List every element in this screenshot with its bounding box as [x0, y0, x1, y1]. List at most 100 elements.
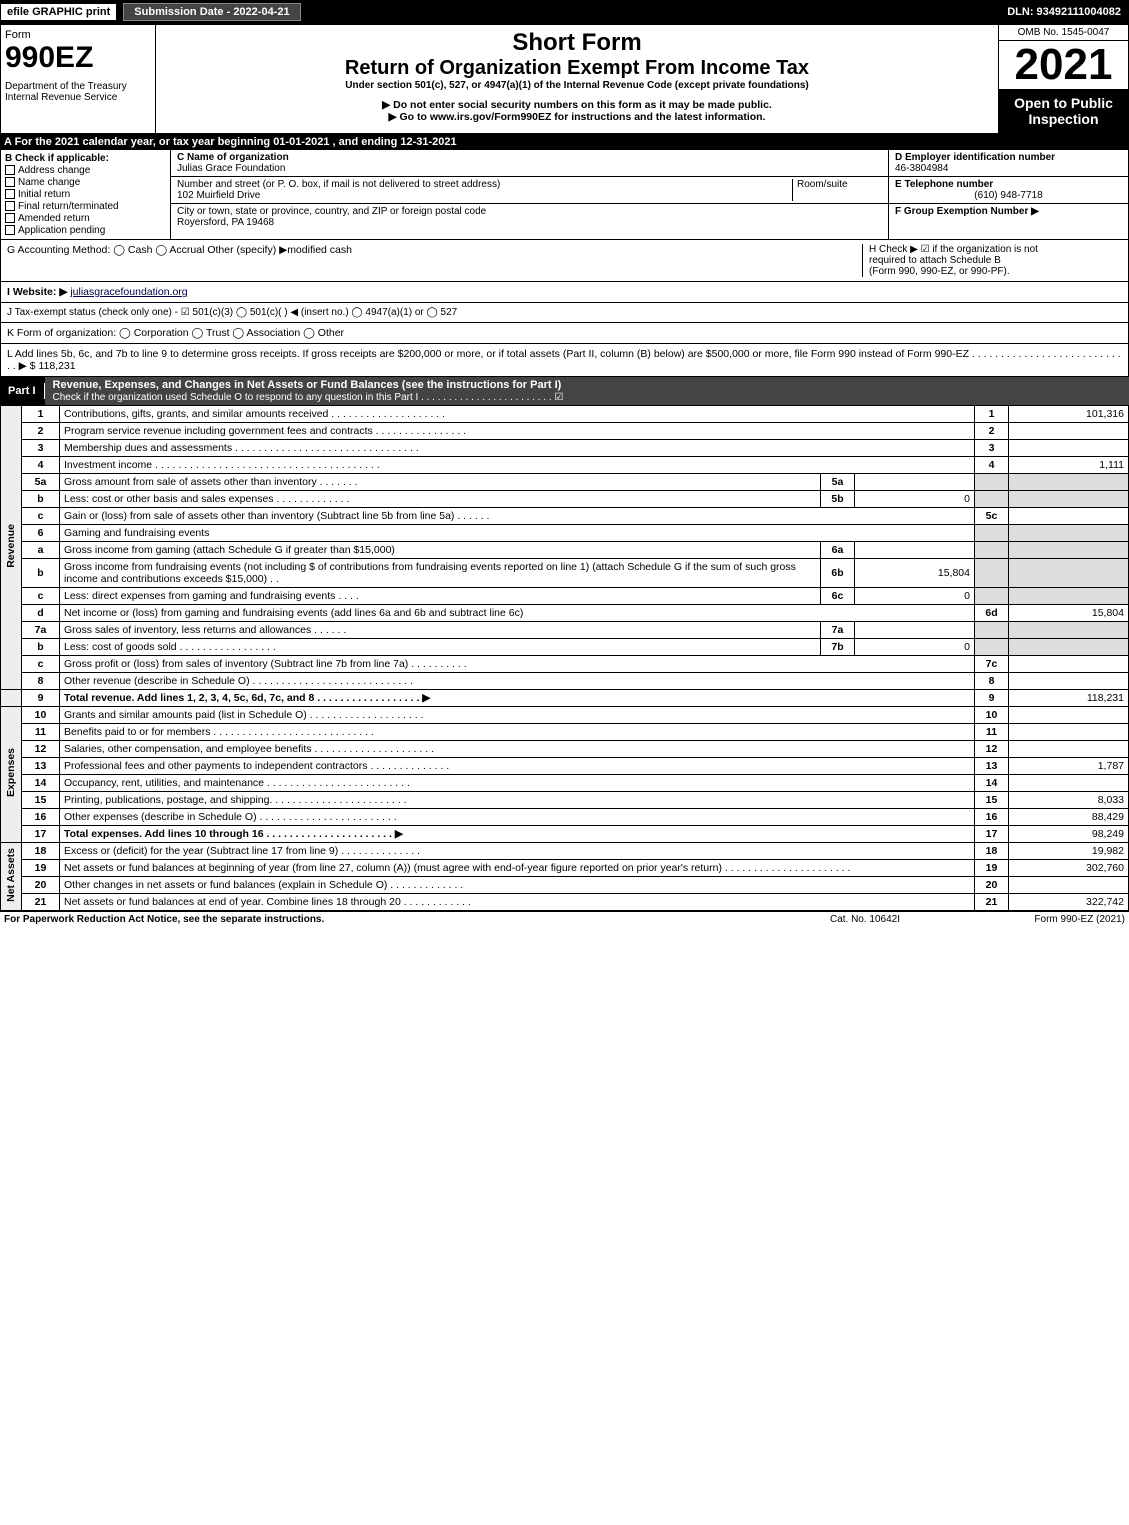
e-label: E Telephone number: [895, 179, 1122, 190]
j-tax-exempt: J Tax-exempt status (check only one) - ☑…: [0, 303, 1129, 323]
dln: DLN: 93492111004082: [1007, 6, 1129, 18]
b-item: Application pending: [5, 225, 166, 236]
line-1: Revenue 1Contributions, gifts, grants, a…: [1, 406, 1129, 423]
line-amount: 302,760: [1009, 860, 1129, 877]
line-text: Membership dues and assessments . . . . …: [60, 440, 975, 457]
short-form-title: Short Form: [160, 29, 994, 57]
org-street: 102 Muirfield Drive: [177, 190, 792, 201]
line-text: Contributions, gifts, grants, and simila…: [60, 406, 975, 423]
line-text: Gross income from gaming (attach Schedul…: [60, 542, 821, 559]
c-name-row: C Name of organization Julias Grace Foun…: [171, 150, 888, 177]
line-6d: dNet income or (loss) from gaming and fu…: [1, 605, 1129, 622]
sub-amount: 15,804: [855, 559, 975, 588]
l-amount: 118,231: [38, 360, 75, 372]
line-amount: [1009, 508, 1129, 525]
line-text: Less: cost of goods sold . . . . . . . .…: [60, 639, 821, 656]
checkbox-icon[interactable]: [5, 165, 15, 175]
line-amount: 98,249: [1009, 826, 1129, 843]
sub-amount: [855, 542, 975, 559]
checkbox-icon[interactable]: [5, 189, 15, 199]
line-amount: 19,982: [1009, 843, 1129, 860]
b-item: Initial return: [5, 189, 166, 200]
b-item-label: Application pending: [18, 225, 105, 236]
line-amount: [1009, 741, 1129, 758]
line-20: 20Other changes in net assets or fund ba…: [1, 877, 1129, 894]
c-street-label: Number and street (or P. O. box, if mail…: [177, 179, 792, 190]
org-city: Royersford, PA 19468: [177, 217, 882, 228]
sub-amount: 0: [855, 588, 975, 605]
netassets-vlabel: Net Assets: [1, 843, 22, 911]
b-item-label: Initial return: [18, 189, 70, 200]
checkbox-icon[interactable]: [5, 177, 15, 187]
sub-amount: [855, 474, 975, 491]
footer-mid: Cat. No. 10642I: [765, 914, 965, 925]
omb-number: OMB No. 1545-0047: [999, 25, 1128, 41]
gh-block: G Accounting Method: ◯ Cash ◯ Accrual Ot…: [0, 240, 1129, 282]
line-amount: 1,787: [1009, 758, 1129, 775]
h-line1: H Check ▶ ☑ if the organization is not: [869, 244, 1122, 255]
line-7b: bLess: cost of goods sold . . . . . . . …: [1, 639, 1129, 656]
checkbox-icon[interactable]: [5, 213, 15, 223]
line-text: Gross sales of inventory, less returns a…: [60, 622, 821, 639]
submission-date: Submission Date - 2022-04-21: [123, 3, 300, 21]
checkbox-icon[interactable]: [5, 201, 15, 211]
f-label: F Group Exemption Number ▶: [895, 206, 1122, 217]
line-18: Net Assets 18Excess or (deficit) for the…: [1, 843, 1129, 860]
c-city-row: City or town, state or province, country…: [171, 204, 888, 230]
line-amount: 1,111: [1009, 457, 1129, 474]
line-text: Benefits paid to or for members . . . . …: [60, 724, 975, 741]
line-amount: [1009, 707, 1129, 724]
line-amount: 118,231: [1009, 690, 1129, 707]
line-text: Less: direct expenses from gaming and fu…: [60, 588, 821, 605]
line-9: 9Total revenue. Add lines 1, 2, 3, 4, 5c…: [1, 690, 1129, 707]
sub-amount: [855, 622, 975, 639]
line-21: 21Net assets or fund balances at end of …: [1, 894, 1129, 911]
revenue-table: Revenue 1Contributions, gifts, grants, a…: [0, 405, 1129, 911]
line-text: Net assets or fund balances at beginning…: [60, 860, 975, 877]
part-title: Revenue, Expenses, and Changes in Net As…: [45, 377, 1129, 405]
block-bcdef: B Check if applicable: Address change Na…: [0, 150, 1129, 240]
line-amount: [1009, 423, 1129, 440]
d-label: D Employer identification number: [895, 152, 1122, 163]
line-7a: 7aGross sales of inventory, less returns…: [1, 622, 1129, 639]
d-row: D Employer identification number 46-3804…: [889, 150, 1128, 177]
checkbox-icon[interactable]: [5, 225, 15, 235]
open-to-public: Open to Public Inspection: [999, 89, 1128, 133]
line-3: 3Membership dues and assessments . . . .…: [1, 440, 1129, 457]
line-amount: [1009, 656, 1129, 673]
line-6c: cLess: direct expenses from gaming and f…: [1, 588, 1129, 605]
line-5a: 5aGross amount from sale of assets other…: [1, 474, 1129, 491]
line-amount: [1009, 724, 1129, 741]
return-title: Return of Organization Exempt From Incom…: [160, 57, 994, 80]
b-item-label: Amended return: [18, 213, 90, 224]
org-name: Julias Grace Foundation: [177, 163, 882, 174]
line-text: Occupancy, rent, utilities, and maintena…: [60, 775, 975, 792]
tax-year: 2021: [999, 41, 1128, 89]
line-text: Gain or (loss) from sale of assets other…: [60, 508, 975, 525]
top-bar: efile GRAPHIC print Submission Date - 20…: [0, 0, 1129, 24]
part-check-text: Check if the organization used Schedule …: [53, 392, 564, 403]
line-13: 13Professional fees and other payments t…: [1, 758, 1129, 775]
line-text: Salaries, other compensation, and employ…: [60, 741, 975, 758]
section-b: B Check if applicable: Address change Na…: [1, 150, 171, 239]
goto-link[interactable]: ▶ Go to www.irs.gov/Form990EZ for instru…: [160, 111, 994, 123]
line-10: Expenses 10Grants and similar amounts pa…: [1, 707, 1129, 724]
line-text: Professional fees and other payments to …: [60, 758, 975, 775]
part-title-text: Revenue, Expenses, and Changes in Net As…: [53, 379, 562, 391]
b-item-label: Final return/terminated: [18, 201, 119, 212]
website-link[interactable]: juliasgracefoundation.org: [70, 286, 187, 298]
line-text: Other changes in net assets or fund bala…: [60, 877, 975, 894]
footer-right: Form 990-EZ (2021): [965, 914, 1125, 925]
b-item-label: Name change: [18, 177, 80, 188]
expenses-vlabel: Expenses: [1, 707, 22, 843]
line-text: Total expenses. Add lines 10 through 16 …: [60, 826, 975, 843]
g-accounting: G Accounting Method: ◯ Cash ◯ Accrual Ot…: [7, 244, 862, 277]
room-label: Room/suite: [792, 179, 882, 201]
line-text: Grants and similar amounts paid (list in…: [60, 707, 975, 724]
phone-value: (610) 948-7718: [895, 190, 1122, 201]
form-word: Form: [5, 29, 151, 41]
b-item: Name change: [5, 177, 166, 188]
e-row: E Telephone number (610) 948-7718: [889, 177, 1128, 204]
line-text: Other revenue (describe in Schedule O) .…: [60, 673, 975, 690]
form-header: Form 990EZ Department of the Treasury In…: [0, 24, 1129, 134]
